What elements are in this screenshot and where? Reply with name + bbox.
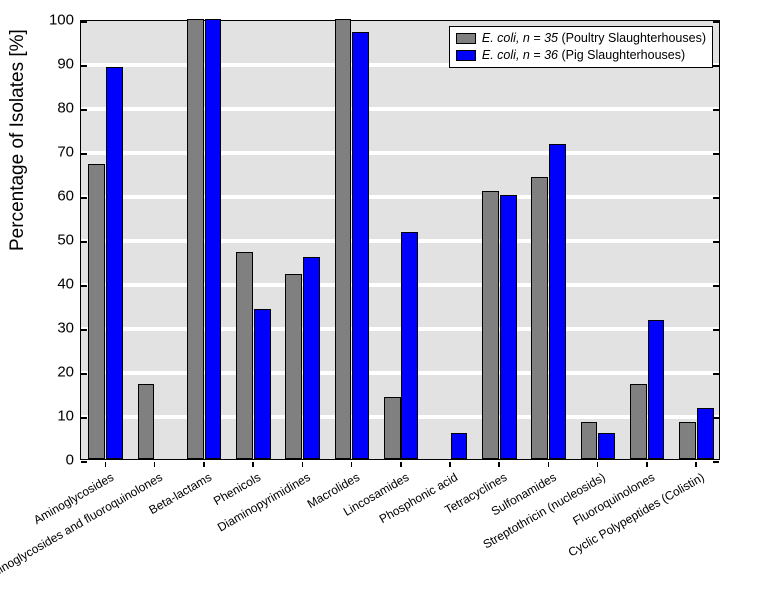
legend-item: E. coli, n = 36 (Pig Slaughterhouses) xyxy=(456,47,706,64)
bar-pig xyxy=(106,67,123,459)
y-tick-label: 0 xyxy=(66,452,74,469)
y-tick-mark xyxy=(81,197,87,199)
y-tick-mark xyxy=(713,65,719,67)
legend-label: E. coli, n = 35 (Poultry Slaughterhouses… xyxy=(482,30,706,47)
bar-poultry xyxy=(581,422,598,459)
bar-pig xyxy=(303,257,320,459)
y-tick-mark xyxy=(713,153,719,155)
y-tick-label: 60 xyxy=(57,188,74,205)
y-tick-mark xyxy=(81,109,87,111)
y-tick-mark xyxy=(81,21,87,23)
bar-pig xyxy=(549,144,566,459)
bar-poultry xyxy=(531,177,548,459)
y-tick-label: 80 xyxy=(57,100,74,117)
y-tick-mark xyxy=(713,285,719,287)
y-tick-label: 30 xyxy=(57,320,74,337)
bar-poultry xyxy=(630,384,647,459)
bar-pig xyxy=(205,19,222,459)
y-tick-label: 70 xyxy=(57,144,74,161)
plot-area: E. coli, n = 35 (Poultry Slaughterhouses… xyxy=(80,20,720,460)
bar-pig xyxy=(697,408,714,459)
bar-poultry xyxy=(384,397,401,459)
x-tick-mark xyxy=(646,462,648,467)
bar-poultry xyxy=(679,422,696,459)
y-tick-label: 90 xyxy=(57,56,74,73)
legend-swatch xyxy=(456,33,476,44)
x-tick-mark xyxy=(400,462,402,467)
y-tick-mark xyxy=(81,241,87,243)
legend-label: E. coli, n = 36 (Pig Slaughterhouses) xyxy=(482,47,685,64)
x-tick-mark xyxy=(302,462,304,467)
x-tick-mark xyxy=(105,462,107,467)
x-tick-mark xyxy=(548,462,550,467)
x-tick-mark xyxy=(351,462,353,467)
y-tick-mark xyxy=(81,417,87,419)
y-tick-labels: 0102030405060708090100 xyxy=(0,20,80,460)
bar-poultry xyxy=(285,274,302,459)
legend-swatch xyxy=(456,50,476,61)
y-tick-mark xyxy=(713,417,719,419)
bar-pig xyxy=(451,433,468,459)
bar-poultry xyxy=(187,19,204,459)
bar-poultry xyxy=(335,19,352,459)
y-tick-label: 50 xyxy=(57,232,74,249)
x-tick-mark xyxy=(597,462,599,467)
y-tick-label: 20 xyxy=(57,364,74,381)
y-tick-label: 10 xyxy=(57,408,74,425)
x-tick-label: Diaminopyrimidines xyxy=(215,470,313,534)
x-tick-mark xyxy=(154,462,156,467)
chart-container: E. coli, n = 35 (Poultry Slaughterhouses… xyxy=(80,20,720,460)
bar-pig xyxy=(598,433,615,459)
x-tick-mark xyxy=(203,462,205,467)
bar-poultry xyxy=(482,191,499,459)
bar-pig xyxy=(500,195,517,459)
y-tick-label: 100 xyxy=(49,12,74,29)
y-tick-mark xyxy=(81,285,87,287)
x-tick-mark xyxy=(252,462,254,467)
y-tick-mark xyxy=(713,197,719,199)
legend-item: E. coli, n = 35 (Poultry Slaughterhouses… xyxy=(456,30,706,47)
bar-pig xyxy=(401,232,418,459)
y-tick-mark xyxy=(81,65,87,67)
y-tick-mark xyxy=(81,373,87,375)
y-tick-mark xyxy=(81,329,87,331)
bar-poultry xyxy=(138,384,155,459)
y-tick-mark xyxy=(713,241,719,243)
x-tick-mark xyxy=(695,462,697,467)
y-tick-label: 40 xyxy=(57,276,74,293)
y-tick-mark xyxy=(81,153,87,155)
bar-poultry xyxy=(88,164,105,459)
y-tick-mark xyxy=(713,109,719,111)
x-tick-mark xyxy=(498,462,500,467)
legend: E. coli, n = 35 (Poultry Slaughterhouses… xyxy=(449,26,713,68)
bar-pig xyxy=(352,32,369,459)
bar-pig xyxy=(648,320,665,459)
y-tick-mark xyxy=(713,329,719,331)
x-tick-mark xyxy=(449,462,451,467)
y-tick-mark xyxy=(713,373,719,375)
x-tick-labels: AminoglycosidesAminoglycosides and fluor… xyxy=(80,462,720,612)
bar-pig xyxy=(254,309,271,459)
bar-poultry xyxy=(236,252,253,459)
bars-layer xyxy=(81,21,719,459)
y-tick-mark xyxy=(713,21,719,23)
